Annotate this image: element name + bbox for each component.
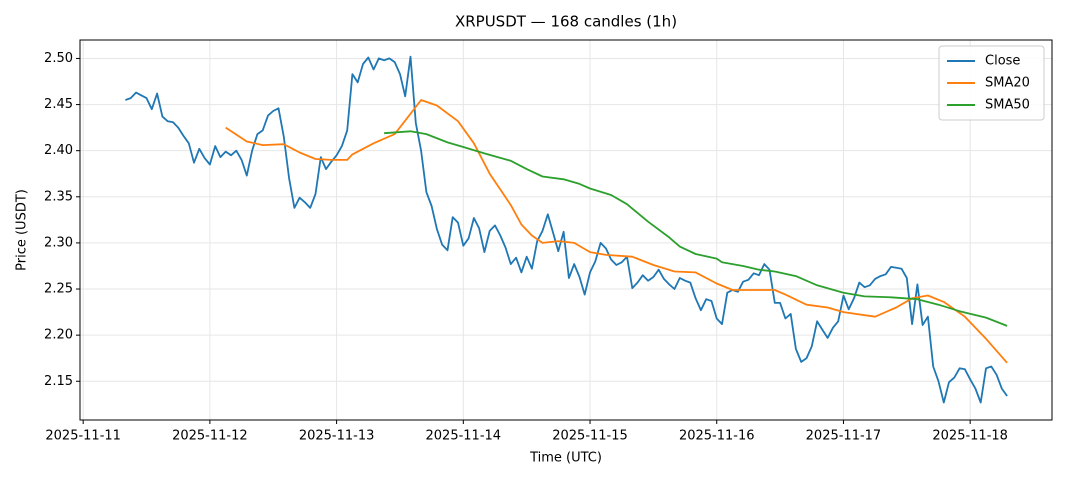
y-tick-label: 2.20 <box>44 328 73 343</box>
x-tick-label: 2025-11-16 <box>679 429 755 444</box>
x-axis-label: Time (UTC) <box>529 451 602 466</box>
y-axis-label: Price (USDT) <box>15 189 30 271</box>
legend-label: Close <box>985 54 1020 69</box>
x-tick-label: 2025-11-15 <box>552 429 628 444</box>
y-tick-label: 2.25 <box>44 282 73 297</box>
legend-label: SMA20 <box>985 76 1030 91</box>
line-1 <box>225 99 1008 364</box>
x-tick-label: 2025-11-13 <box>299 429 375 444</box>
y-tick-label: 2.30 <box>44 235 73 250</box>
x-tick-label: 2025-11-14 <box>426 429 502 444</box>
y-tick-label: 2.35 <box>44 189 73 204</box>
chart-title: XRPUSDT — 168 candles (1h) <box>455 13 677 31</box>
y-tick-label: 2.40 <box>44 143 73 158</box>
plot-frame <box>79 39 1053 421</box>
y-tick-label: 2.45 <box>44 97 73 112</box>
x-tick-label: 2025-11-11 <box>45 429 121 444</box>
x-tick-label: 2025-11-12 <box>172 429 248 444</box>
line-2 <box>384 130 1008 327</box>
x-tick-label: 2025-11-18 <box>932 429 1008 444</box>
x-tick-label: 2025-11-17 <box>806 429 882 444</box>
y-tick-label: 2.15 <box>44 374 73 389</box>
legend-label: SMA50 <box>985 98 1030 113</box>
y-tick-label: 2.50 <box>44 51 73 66</box>
line-0 <box>125 55 1008 404</box>
legend-box <box>938 45 1045 121</box>
